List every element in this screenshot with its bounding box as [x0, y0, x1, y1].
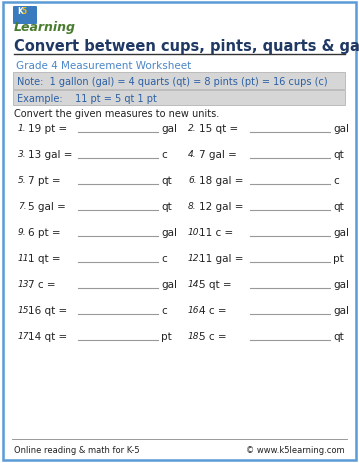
- Text: qt: qt: [333, 150, 344, 160]
- Text: Learning: Learning: [14, 20, 76, 33]
- Text: 19 pt =: 19 pt =: [28, 124, 67, 134]
- Text: 3.: 3.: [18, 150, 27, 159]
- Text: 13.: 13.: [18, 280, 32, 289]
- Text: 5 c =: 5 c =: [199, 332, 227, 341]
- Text: 7 pt =: 7 pt =: [28, 175, 61, 186]
- Text: qt: qt: [161, 201, 172, 212]
- Text: c: c: [161, 305, 167, 315]
- Text: 18.: 18.: [188, 332, 202, 341]
- Text: qt: qt: [333, 332, 344, 341]
- Text: 6 pt =: 6 pt =: [28, 227, 61, 238]
- Text: Online reading & math for K-5: Online reading & math for K-5: [14, 445, 140, 455]
- Text: 4 c =: 4 c =: [199, 305, 227, 315]
- FancyBboxPatch shape: [13, 7, 37, 25]
- FancyBboxPatch shape: [3, 3, 356, 460]
- Text: 12.: 12.: [188, 254, 202, 263]
- Text: 7 c =: 7 c =: [28, 279, 56, 289]
- Text: © www.k5learning.com: © www.k5learning.com: [246, 445, 345, 455]
- FancyBboxPatch shape: [13, 73, 345, 90]
- Text: 16 qt =: 16 qt =: [28, 305, 67, 315]
- FancyBboxPatch shape: [13, 91, 345, 106]
- Text: 5 gal =: 5 gal =: [28, 201, 66, 212]
- Text: c: c: [333, 175, 339, 186]
- Text: c: c: [161, 150, 167, 160]
- Text: 5 qt =: 5 qt =: [199, 279, 232, 289]
- Text: 1.: 1.: [18, 124, 27, 133]
- Text: 17.: 17.: [18, 332, 32, 341]
- Text: 2.: 2.: [188, 124, 197, 133]
- Text: 5.: 5.: [18, 176, 27, 185]
- Text: gal: gal: [161, 227, 177, 238]
- Text: gal: gal: [333, 305, 349, 315]
- Text: qt: qt: [161, 175, 172, 186]
- Text: 5: 5: [21, 7, 26, 17]
- Text: qt: qt: [333, 201, 344, 212]
- Text: 9.: 9.: [18, 228, 27, 237]
- Text: gal: gal: [333, 124, 349, 134]
- Text: 15.: 15.: [18, 306, 32, 315]
- Text: pt: pt: [333, 253, 344, 263]
- Text: Convert between cups, pints, quarts & gallons: Convert between cups, pints, quarts & ga…: [14, 38, 359, 53]
- Text: Example:    11 pt = 5 qt 1 pt: Example: 11 pt = 5 qt 1 pt: [17, 94, 157, 104]
- Text: 13 gal =: 13 gal =: [28, 150, 73, 160]
- Text: 12 gal =: 12 gal =: [199, 201, 243, 212]
- Text: 4.: 4.: [188, 150, 197, 159]
- Text: 15 qt =: 15 qt =: [199, 124, 238, 134]
- Text: K: K: [17, 7, 23, 17]
- Text: gal: gal: [161, 279, 177, 289]
- Text: 14.: 14.: [188, 280, 202, 289]
- Text: 11.: 11.: [18, 254, 32, 263]
- Text: 1 qt =: 1 qt =: [28, 253, 61, 263]
- Text: 6.: 6.: [188, 176, 197, 185]
- Text: 7.: 7.: [18, 202, 27, 211]
- Text: Note:  1 gallon (gal) = 4 quarts (qt) = 8 pints (pt) = 16 cups (c): Note: 1 gallon (gal) = 4 quarts (qt) = 8…: [17, 77, 328, 87]
- Text: 11 c =: 11 c =: [199, 227, 233, 238]
- Text: c: c: [161, 253, 167, 263]
- Text: Grade 4 Measurement Worksheet: Grade 4 Measurement Worksheet: [16, 61, 191, 71]
- Text: 16.: 16.: [188, 306, 202, 315]
- Text: 11 gal =: 11 gal =: [199, 253, 243, 263]
- Text: gal: gal: [333, 279, 349, 289]
- Text: 14 qt =: 14 qt =: [28, 332, 67, 341]
- Text: Convert the given measures to new units.: Convert the given measures to new units.: [14, 109, 219, 119]
- Text: 10.: 10.: [188, 228, 202, 237]
- Text: 8.: 8.: [188, 202, 197, 211]
- Text: 7 gal =: 7 gal =: [199, 150, 237, 160]
- Text: gal: gal: [161, 124, 177, 134]
- Text: gal: gal: [333, 227, 349, 238]
- Text: 18 gal =: 18 gal =: [199, 175, 243, 186]
- Text: pt: pt: [161, 332, 172, 341]
